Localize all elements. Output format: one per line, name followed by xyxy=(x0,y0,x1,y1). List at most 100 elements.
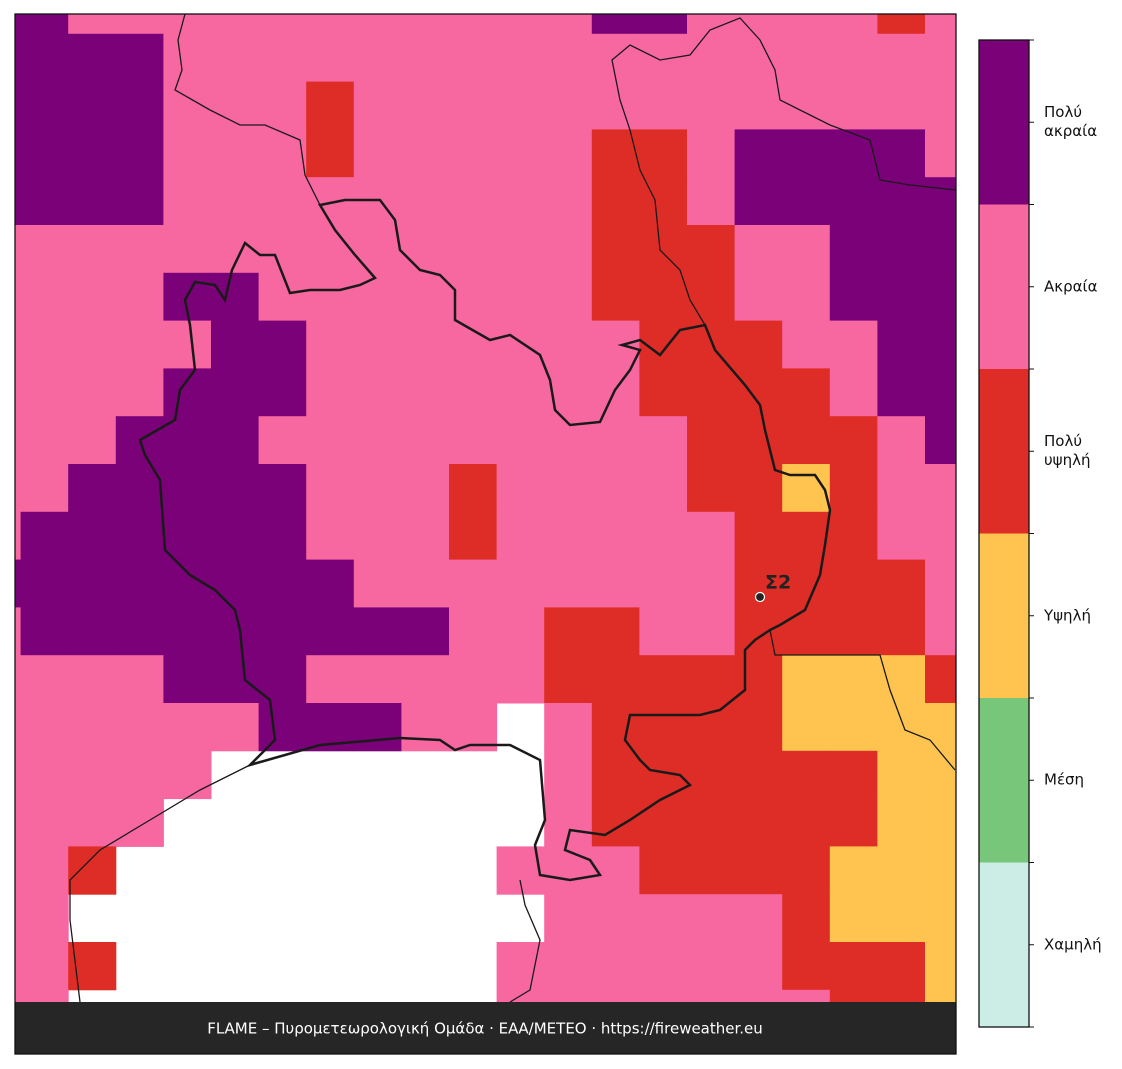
cell xyxy=(449,177,498,226)
cell xyxy=(544,464,593,513)
cell xyxy=(163,225,212,274)
cell xyxy=(163,33,212,83)
cell xyxy=(639,368,688,417)
cell xyxy=(877,320,926,369)
map-frame xyxy=(14,13,957,1055)
cell xyxy=(306,464,355,513)
colorbar-frame xyxy=(978,39,1030,1028)
cell xyxy=(734,894,783,943)
cell xyxy=(68,33,117,83)
cell xyxy=(449,655,498,704)
cell xyxy=(925,989,956,1002)
cell xyxy=(15,272,22,322)
cell xyxy=(353,272,402,322)
cell xyxy=(449,703,498,752)
cell xyxy=(306,14,355,35)
cell xyxy=(20,81,69,130)
cell xyxy=(829,368,878,417)
cell xyxy=(591,225,640,274)
cell xyxy=(687,14,736,35)
cell xyxy=(353,607,402,656)
colorbar-segment xyxy=(979,862,1029,1027)
cell xyxy=(639,607,688,656)
station-label: Σ2 xyxy=(765,572,791,594)
cell xyxy=(211,272,260,322)
cell xyxy=(829,464,878,513)
cell xyxy=(639,798,688,847)
cell xyxy=(163,416,212,465)
cell xyxy=(544,607,593,656)
cell xyxy=(591,129,640,178)
cell xyxy=(591,177,640,226)
cell xyxy=(639,655,688,704)
cell xyxy=(449,464,498,513)
cell xyxy=(115,464,164,513)
cell xyxy=(734,942,783,991)
cell xyxy=(401,464,450,513)
cell xyxy=(496,559,545,608)
cell xyxy=(306,81,355,130)
cell xyxy=(449,14,498,35)
cell xyxy=(401,320,450,369)
cell xyxy=(544,942,593,991)
cell xyxy=(591,320,640,369)
cell xyxy=(925,750,956,800)
cell xyxy=(258,177,307,226)
cell xyxy=(20,33,69,83)
cell xyxy=(211,655,260,704)
cell xyxy=(353,14,402,35)
cell xyxy=(258,559,307,608)
cell xyxy=(639,846,688,895)
cell xyxy=(829,225,878,274)
cell xyxy=(925,798,956,847)
borders xyxy=(69,14,956,1002)
cell xyxy=(20,798,69,847)
cell xyxy=(115,272,164,322)
cell xyxy=(877,559,926,608)
cell xyxy=(544,177,593,226)
cell xyxy=(115,320,164,369)
cell xyxy=(449,33,498,83)
cell xyxy=(877,798,926,847)
cell xyxy=(925,129,956,178)
cell xyxy=(782,703,831,752)
cell xyxy=(258,607,307,656)
cell xyxy=(68,416,117,465)
cell xyxy=(496,655,545,704)
cell xyxy=(258,320,307,369)
cell xyxy=(734,81,783,130)
cell xyxy=(163,129,212,178)
cell xyxy=(544,894,593,943)
cell xyxy=(591,368,640,417)
cell xyxy=(544,703,593,752)
cell xyxy=(829,177,878,226)
cell xyxy=(115,655,164,704)
cell xyxy=(925,177,956,226)
cell xyxy=(544,14,593,35)
cell xyxy=(829,989,878,1002)
cell xyxy=(258,14,307,35)
cell xyxy=(163,81,212,130)
cell xyxy=(925,225,956,274)
cell xyxy=(877,655,926,704)
cell xyxy=(20,655,69,704)
cell xyxy=(353,416,402,465)
cell xyxy=(925,894,956,943)
cell xyxy=(449,225,498,274)
cell xyxy=(734,464,783,513)
footer-text: FLAME – Πυρομετεωρολογική Ομάδα · ΕΑΑ/ME… xyxy=(207,1020,763,1038)
cell xyxy=(115,798,164,847)
cell xyxy=(639,894,688,943)
cell xyxy=(734,750,783,800)
cell xyxy=(306,368,355,417)
cell xyxy=(68,798,117,847)
cell xyxy=(829,798,878,847)
cell xyxy=(68,511,117,561)
cell xyxy=(15,177,22,226)
cell xyxy=(401,177,450,226)
cell xyxy=(115,559,164,608)
cell xyxy=(15,320,22,369)
cell xyxy=(639,225,688,274)
cell xyxy=(591,559,640,608)
